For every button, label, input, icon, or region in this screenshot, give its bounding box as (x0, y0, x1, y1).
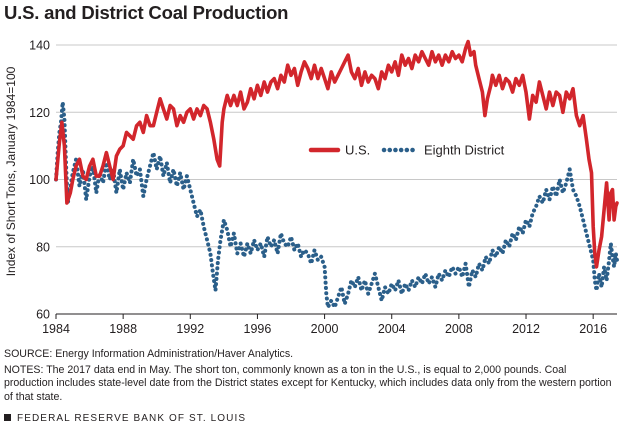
y-tick-label: 100 (29, 173, 50, 187)
legend: U.S. Eighth District (308, 143, 505, 158)
x-tick-label: 2008 (445, 322, 473, 336)
x-tick-label: 2000 (311, 322, 339, 336)
x-tick-label: 1984 (42, 322, 70, 336)
x-tick-label: 1988 (109, 322, 137, 336)
y-tick-label: 60 (36, 308, 50, 322)
axes: 60 80 100 120 140 1984 1988 1992 1996 2000 2004 200… (4, 39, 617, 336)
y-axis-title: Index of Short Tons, January 1984=100 (4, 66, 18, 276)
gridlines (56, 44, 617, 248)
footer-text: FEDERAL RESERVE BANK OF ST. LOUIS (17, 413, 247, 424)
series-lines (54, 39, 619, 310)
legend-label-eighth-district: Eighth District (424, 143, 505, 158)
series-line-eighth-district (54, 100, 619, 310)
y-tick-label: 120 (29, 106, 50, 120)
legend-label-us: U.S. (345, 143, 370, 158)
footer-square-icon (4, 414, 11, 421)
footer: FEDERAL RESERVE BANK OF ST. LOUIS (4, 413, 246, 424)
line-chart: 60 80 100 120 140 1984 1988 1992 1996 2000 2004 200… (4, 39, 619, 336)
x-tick-label: 1996 (244, 322, 272, 336)
x-tick-label: 2016 (579, 322, 607, 336)
y-tick-label: 80 (36, 240, 50, 254)
x-tick-label: 1992 (176, 322, 204, 336)
x-tick-label: 2004 (378, 322, 406, 336)
series-line-us (54, 39, 619, 269)
source-note: SOURCE: Energy Information Administratio… (4, 348, 294, 360)
y-tick-label: 140 (29, 39, 50, 53)
chart-title: U.S. and District Coal Production (4, 2, 289, 23)
x-tick-label: 2012 (512, 322, 540, 336)
notes-text: NOTES: The 2017 data end in May. The sho… (4, 364, 612, 403)
